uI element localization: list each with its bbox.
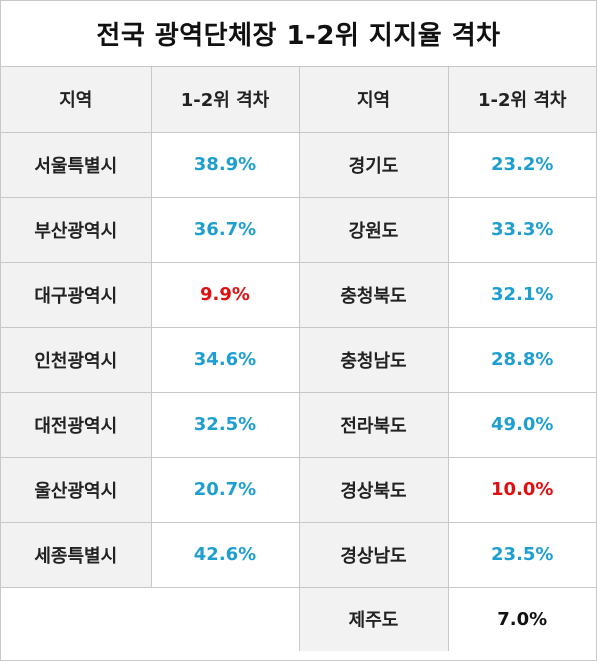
table-row: 인천광역시 34.6% 충청남도 28.8% xyxy=(1,326,596,393)
gap-value-cell: 23.5% xyxy=(447,521,596,588)
region-cell: 제주도 xyxy=(298,586,449,651)
region-cell: 부산광역시 xyxy=(1,196,152,263)
region-cell: 경기도 xyxy=(298,131,449,198)
region-cell: 경상북도 xyxy=(298,456,449,523)
gap-value-cell: 23.2% xyxy=(447,131,596,198)
region-cell: 대구광역시 xyxy=(1,261,152,328)
gap-value-cell: 32.5% xyxy=(150,391,300,458)
region-cell: 충청남도 xyxy=(298,326,449,393)
gap-value-cell: 33.3% xyxy=(447,196,596,263)
gap-value-cell: 42.6% xyxy=(150,521,300,588)
gap-value-cell: 7.0% xyxy=(447,586,596,651)
gap-value-cell: 28.8% xyxy=(447,326,596,393)
region-cell: 세종특별시 xyxy=(1,521,152,588)
header-region-left: 지역 xyxy=(1,67,152,133)
table-row: 서울특별시 38.9% 경기도 23.2% xyxy=(1,131,596,198)
table-row: 제주도 7.0% xyxy=(1,586,596,651)
region-cell: 경상남도 xyxy=(298,521,449,588)
gap-value-cell: 38.9% xyxy=(150,131,300,198)
table-row: 대구광역시 9.9% 충청북도 32.1% xyxy=(1,261,596,328)
gap-value-cell: 20.7% xyxy=(150,456,300,523)
table-row: 울산광역시 20.7% 경상북도 10.0% xyxy=(1,456,596,523)
empty-cell xyxy=(1,586,300,651)
gap-value-cell: 36.7% xyxy=(150,196,300,263)
gap-table-body: 지역 1-2위 격차 지역 1-2위 격차 서울특별시 38.9% 경기도 23.2%… xyxy=(1,67,596,651)
region-cell: 울산광역시 xyxy=(1,456,152,523)
region-cell: 인천광역시 xyxy=(1,326,152,393)
table-row: 부산광역시 36.7% 강원도 33.3% xyxy=(1,196,596,263)
gap-value-cell: 32.1% xyxy=(447,261,596,328)
table-row: 세종특별시 42.6% 경상남도 23.5% xyxy=(1,521,596,588)
table-row: 대전광역시 32.5% 전라북도 49.0% xyxy=(1,391,596,458)
gap-value-cell: 9.9% xyxy=(150,261,300,328)
header-gap-left: 1-2위 격차 xyxy=(150,67,300,133)
header-gap-right: 1-2위 격차 xyxy=(447,67,596,133)
gap-value-cell: 34.6% xyxy=(150,326,300,393)
gap-table: 지역 1-2위 격차 지역 1-2위 격차 서울특별시 38.9% 경기도 23.2%… xyxy=(1,67,596,651)
region-cell: 전라북도 xyxy=(298,391,449,458)
region-cell: 서울특별시 xyxy=(1,131,152,198)
region-cell: 강원도 xyxy=(298,196,449,263)
header-region-right: 지역 xyxy=(298,67,449,133)
gap-value-cell: 10.0% xyxy=(447,456,596,523)
table-title: 전국 광역단체장 1-2위 지지율 격차 xyxy=(1,1,596,67)
region-cell: 충청북도 xyxy=(298,261,449,328)
region-cell: 대전광역시 xyxy=(1,391,152,458)
header-row: 지역 1-2위 격차 지역 1-2위 격차 xyxy=(1,67,596,133)
gap-value-cell: 49.0% xyxy=(447,391,596,458)
